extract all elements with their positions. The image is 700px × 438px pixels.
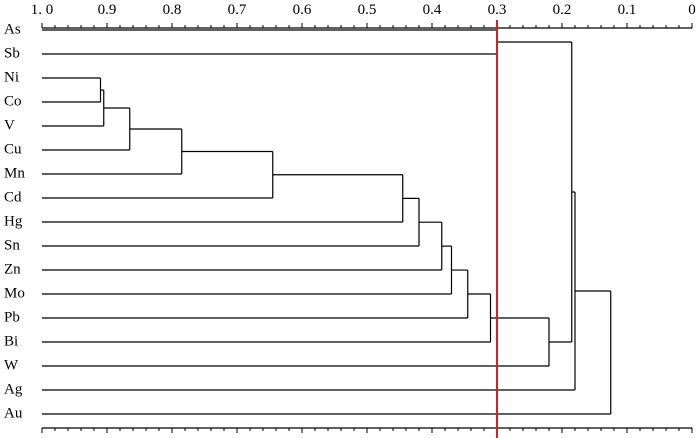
leaf-label-cd: Cd	[4, 189, 22, 205]
leaf-label-pb: Pb	[4, 309, 20, 325]
branch-c16	[42, 290, 612, 415]
leaf-labels: As Sb Ni Co V Cu Mn Cd Hg Sn Zn Mo Pb Bi W Ag Au	[4, 21, 25, 421]
tick-label: 0.2	[553, 2, 572, 18]
branch-c6	[42, 150, 274, 199]
leaf-label-as: As	[4, 21, 21, 37]
branch-c3	[42, 89, 105, 127]
leaf-label-sn: Sn	[4, 237, 20, 253]
branch-c4	[42, 107, 131, 151]
leaf-label-sb: Sb	[4, 45, 20, 61]
leaf-label-v: V	[4, 117, 15, 133]
leaf-label-bi: Bi	[4, 333, 18, 349]
axes: 1. 0 0.9 0.8 0.7 0.6 0.5 0.4 0.3 0.2 0.1 0	[31, 2, 696, 433]
leaf-label-co: Co	[4, 93, 22, 109]
tick-label: 0.3	[488, 2, 507, 18]
tick-label: 0.8	[163, 2, 182, 18]
leaf-label-hg: Hg	[4, 213, 23, 229]
tick-label: 0.1	[618, 2, 637, 18]
leaf-label-mn: Mn	[4, 165, 25, 181]
tick-label: 0.9	[98, 2, 117, 18]
branch-c1	[42, 29, 498, 55]
leaf-label-w: W	[4, 357, 19, 373]
leaf-label-zn: Zn	[4, 261, 21, 277]
tick-label: 1. 0	[31, 2, 54, 18]
leaf-label-ag: Ag	[4, 381, 23, 397]
branch-c14	[497, 41, 573, 343]
leaf-label-mo: Mo	[4, 285, 25, 301]
branch-c5	[42, 128, 183, 175]
leaf-label-au: Au	[4, 405, 23, 421]
tick-label: 0	[688, 2, 696, 18]
leaf-label-ni: Ni	[4, 69, 19, 85]
branch-c2	[42, 77, 102, 103]
tick-label: 0.5	[358, 2, 377, 18]
tick-label: 0.7	[228, 2, 247, 18]
tick-label: 0.6	[293, 2, 312, 18]
tick-label: 0.4	[423, 2, 442, 18]
dendrogram-tree	[42, 29, 612, 415]
leaf-label-cu: Cu	[4, 141, 22, 157]
